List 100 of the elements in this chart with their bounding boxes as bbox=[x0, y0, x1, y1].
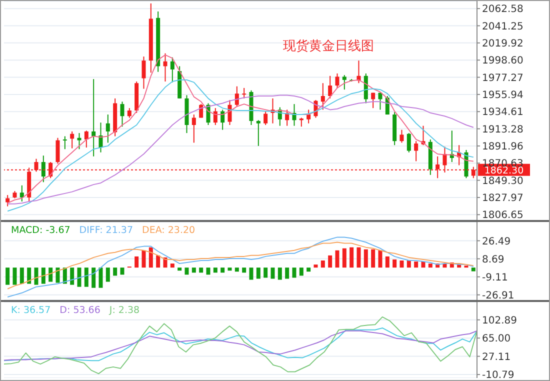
candlestick bbox=[378, 92, 382, 110]
bar bbox=[356, 247, 361, 268]
bar bbox=[106, 268, 110, 282]
bar bbox=[335, 250, 340, 268]
line-series bbox=[7, 54, 474, 204]
candlestick bbox=[20, 184, 24, 202]
bar bbox=[70, 268, 74, 285]
text: 现货黄金日线图 bbox=[283, 38, 374, 55]
candlestick bbox=[84, 130, 88, 148]
bar bbox=[77, 268, 82, 287]
bar bbox=[471, 268, 476, 272]
candlestick bbox=[41, 155, 46, 183]
bar bbox=[242, 268, 246, 273]
y-tick-label: 1955.94 bbox=[482, 90, 524, 101]
bar bbox=[178, 268, 182, 271]
candlestick bbox=[192, 114, 196, 144]
y-tick-label: 26.49 bbox=[482, 236, 511, 248]
candlestick bbox=[106, 114, 110, 144]
bar bbox=[206, 268, 210, 275]
bar bbox=[400, 260, 404, 268]
candlestick bbox=[371, 92, 376, 109]
y-tick-label: 1827.97 bbox=[482, 193, 524, 204]
y-tick-label: 65.00 bbox=[482, 334, 511, 345]
candlestick bbox=[170, 56, 174, 83]
bar bbox=[350, 247, 354, 268]
candlestick bbox=[120, 101, 124, 128]
candlestick bbox=[414, 140, 418, 162]
bar bbox=[421, 262, 426, 268]
bar bbox=[142, 250, 146, 268]
bar bbox=[41, 268, 46, 284]
bar bbox=[299, 268, 304, 276]
bar bbox=[12, 268, 17, 285]
candlestick bbox=[320, 82, 325, 110]
y-tick-label: -10.79 bbox=[482, 370, 514, 381]
y-tick-label: 1977.27 bbox=[482, 72, 524, 84]
y-tick-label: 1998.60 bbox=[482, 56, 524, 67]
y-tick-label: 1849.30 bbox=[482, 176, 524, 187]
y-tick-label: -26.91 bbox=[482, 290, 514, 302]
bar bbox=[371, 249, 376, 268]
bar bbox=[228, 268, 232, 271]
text: D: 53.66 bbox=[60, 305, 100, 316]
bar bbox=[48, 268, 53, 282]
series-label: DEA: 23.20 bbox=[142, 225, 196, 236]
candlestick bbox=[70, 130, 74, 149]
bar bbox=[342, 248, 346, 268]
candlestick bbox=[306, 109, 311, 124]
bar bbox=[406, 260, 411, 268]
candlestick bbox=[6, 194, 10, 207]
bar bbox=[156, 255, 160, 268]
candlestick bbox=[264, 110, 268, 126]
line-series bbox=[7, 94, 474, 204]
bar bbox=[285, 268, 290, 279]
bar bbox=[314, 264, 318, 268]
bar bbox=[320, 260, 325, 268]
candlestick bbox=[56, 137, 60, 164]
candlestick bbox=[77, 132, 82, 150]
bar bbox=[278, 268, 282, 280]
candlestick bbox=[127, 108, 132, 118]
bar bbox=[220, 268, 225, 273]
bar bbox=[170, 264, 174, 268]
bar bbox=[328, 255, 332, 268]
bar bbox=[378, 250, 382, 268]
candlestick bbox=[92, 78, 96, 157]
bar bbox=[84, 268, 88, 287]
bar bbox=[292, 268, 296, 278]
candlestick bbox=[400, 129, 404, 144]
bar bbox=[414, 262, 418, 268]
bar bbox=[184, 268, 189, 275]
bar bbox=[385, 256, 390, 268]
candlestick bbox=[163, 52, 168, 82]
bar bbox=[113, 268, 118, 276]
candlestick bbox=[142, 56, 146, 90]
y-tick-label: 2062.58 bbox=[482, 4, 524, 16]
y-tick-label: 102.89 bbox=[482, 315, 517, 326]
candlestick bbox=[62, 136, 67, 150]
bar bbox=[306, 268, 311, 272]
line-series bbox=[4, 316, 478, 374]
series-label: J: 2.38 bbox=[109, 305, 140, 316]
bar bbox=[264, 268, 268, 278]
bar bbox=[92, 268, 96, 288]
candlestick bbox=[335, 72, 340, 88]
bar bbox=[20, 268, 24, 284]
candlestick bbox=[406, 132, 411, 153]
y-tick-label: 1934.61 bbox=[482, 107, 524, 118]
bar bbox=[249, 268, 254, 280]
bar bbox=[148, 247, 153, 268]
bar bbox=[199, 268, 204, 273]
bar bbox=[120, 268, 124, 275]
y-tick-label: 1891.96 bbox=[482, 142, 524, 153]
bar bbox=[234, 268, 239, 272]
bar bbox=[6, 268, 10, 285]
bar bbox=[98, 268, 103, 288]
line-series bbox=[7, 242, 474, 290]
text: MACD: -3.67 bbox=[11, 225, 70, 236]
bar bbox=[392, 259, 397, 268]
y-tick-label: 1806.65 bbox=[482, 210, 524, 222]
bar bbox=[428, 264, 432, 268]
candlestick bbox=[242, 87, 246, 99]
y-tick-label: 8.69 bbox=[482, 254, 504, 266]
series-label: DIFF: 21.37 bbox=[79, 225, 134, 236]
